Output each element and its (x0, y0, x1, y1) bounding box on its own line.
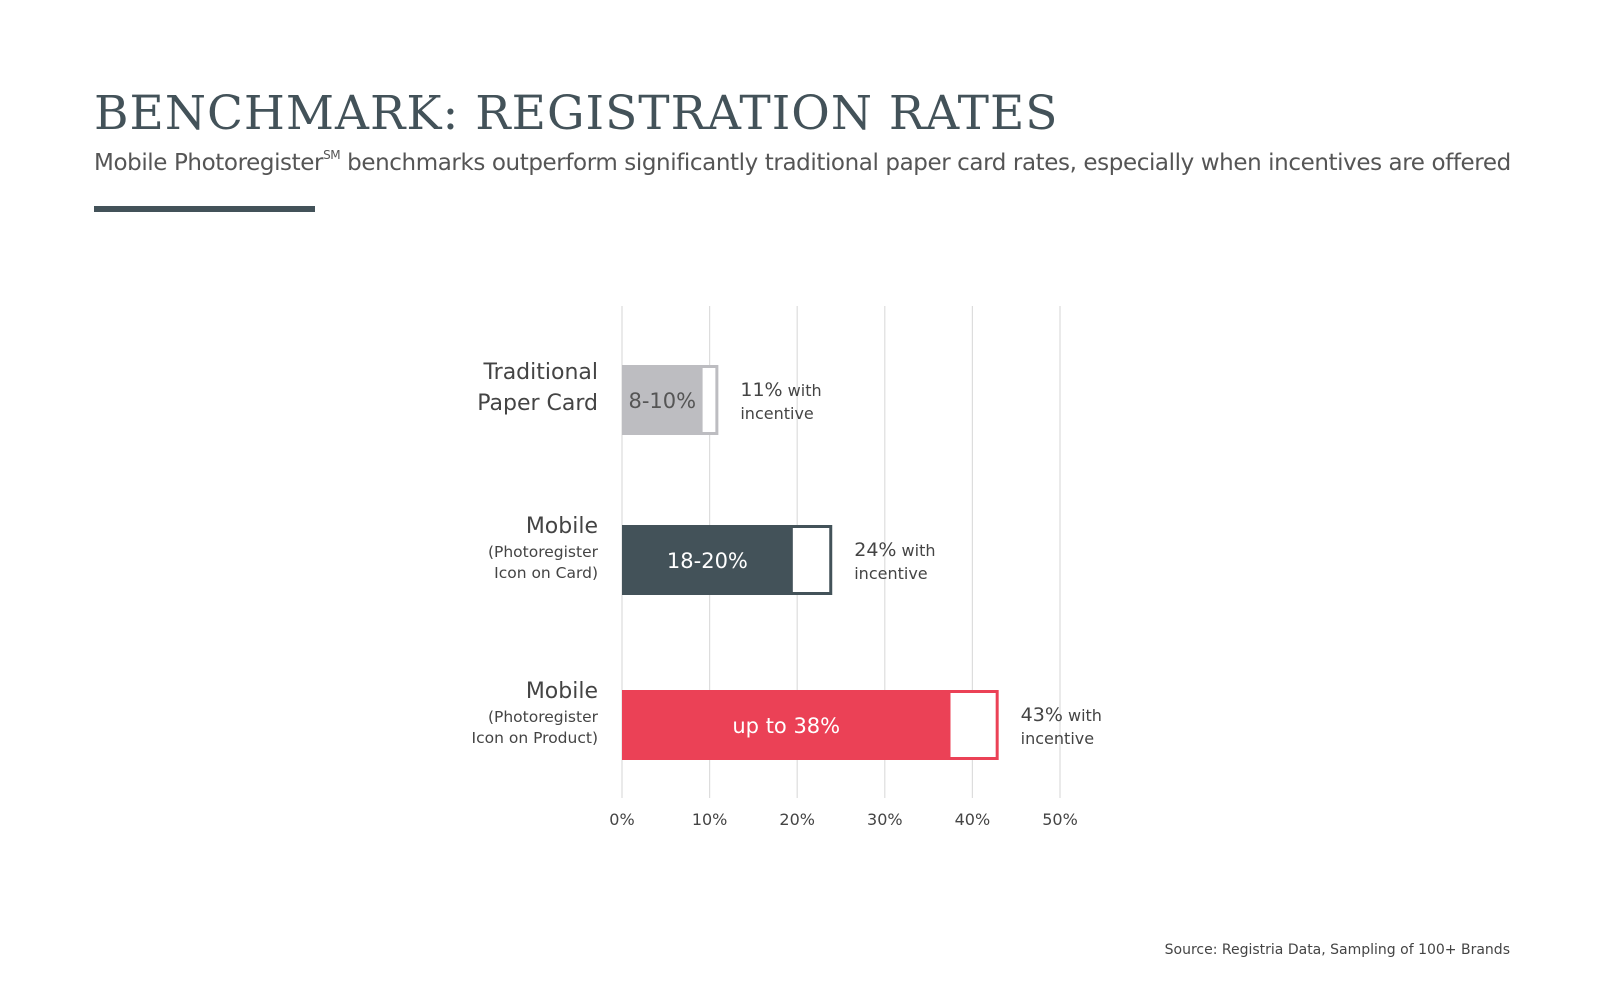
incentive-with: with (783, 381, 822, 400)
incentive-note-line2: incentive (740, 404, 813, 423)
title-underline (94, 206, 315, 212)
incentive-note-line2: incentive (1021, 729, 1094, 748)
category-label-line: Paper Card (477, 391, 598, 416)
x-tick-label: 20% (779, 810, 815, 829)
bar-value-label: up to 38% (732, 714, 840, 738)
incentive-note: 43% with (1021, 704, 1102, 726)
category-label-line: (Photoregister (488, 708, 599, 726)
incentive-with: with (896, 541, 935, 560)
page-title: BENCHMARK: REGISTRATION RATES (94, 86, 1059, 141)
page-subtitle: Mobile PhotoregisterSM benchmarks outper… (94, 148, 1511, 176)
x-tick-label: 40% (955, 810, 991, 829)
x-tick-label: 50% (1042, 810, 1078, 829)
base-bar (622, 690, 951, 760)
incentive-with: with (1063, 706, 1102, 725)
base-bar (622, 365, 703, 435)
category-label: Mobile (526, 514, 598, 539)
x-tick-label: 0% (609, 810, 634, 829)
incentive-pct: 24% (854, 539, 896, 561)
category-label: Traditional (482, 360, 598, 385)
category-label-line: Icon on Product) (472, 729, 598, 747)
x-tick-label: 30% (867, 810, 903, 829)
category-label-line: Icon on Card) (494, 564, 598, 582)
subtitle-main: Mobile Photoregister (94, 150, 324, 176)
category-label: Mobile (526, 679, 598, 704)
incentive-note: 24% with (854, 539, 935, 561)
incentive-pct: 43% (1021, 704, 1063, 726)
service-mark: SM (323, 148, 341, 162)
x-tick-label: 10% (692, 810, 728, 829)
incentive-note: 11% with (740, 379, 821, 401)
bar-value-label: 18-20% (667, 549, 748, 573)
subtitle-rest: benchmarks outperform significantly trad… (340, 150, 1511, 176)
bar-value-label: 8-10% (628, 389, 696, 413)
base-bar (622, 525, 793, 595)
source-note: Source: Registria Data, Sampling of 100+… (1164, 942, 1510, 958)
incentive-note-line2: incentive (854, 564, 927, 583)
incentive-pct: 11% (740, 379, 782, 401)
category-label-line: (Photoregister (488, 543, 599, 561)
